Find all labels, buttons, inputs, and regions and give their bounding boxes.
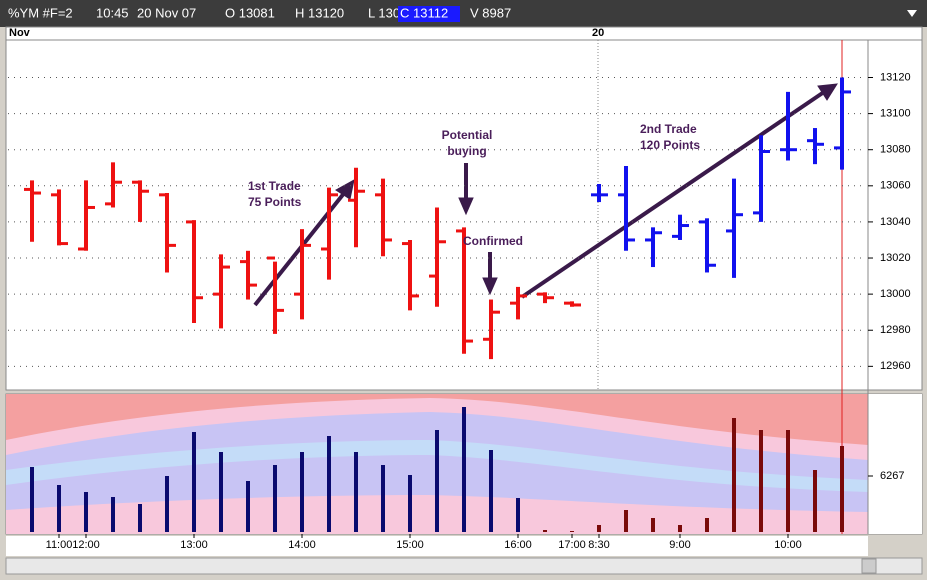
x-tick-label: 13:00 [180, 539, 208, 551]
volume-bar [138, 504, 142, 532]
annotation: Confirmed [463, 234, 523, 248]
annotation: 75 Points [248, 195, 302, 209]
volume-bar [30, 466, 34, 532]
y-tick-label: 13060 [880, 180, 911, 192]
y-tick-label: 12960 [880, 360, 911, 372]
header-field: V 8987 [470, 5, 511, 20]
y-tick-label: 13000 [880, 288, 911, 300]
volume-bar [543, 529, 547, 532]
x-tick-label: 11:00 [46, 539, 73, 551]
volume-bar [759, 429, 763, 532]
volume-bar [273, 465, 277, 532]
volume-bar [570, 530, 574, 532]
menu-arrow[interactable] [907, 10, 917, 17]
volume-bar [219, 451, 223, 532]
y-tick-label: 13080 [880, 144, 911, 156]
y-tick-label: 13040 [880, 216, 911, 228]
x-tick-label: 9:00 [669, 539, 690, 551]
volume-bar [705, 517, 709, 532]
volume-bar [111, 496, 115, 532]
y-tick-label: 13020 [880, 252, 911, 264]
volume-bar [732, 417, 736, 532]
header-field: 20 Nov 07 [137, 5, 196, 20]
volume-bar [786, 429, 790, 532]
x-tick-label: 10:00 [774, 539, 802, 551]
annotation: Potential [442, 128, 493, 142]
header-field: H 13120 [295, 5, 344, 20]
x-tick-label: 16:00 [504, 539, 532, 551]
y-tick-label: 13120 [880, 71, 911, 83]
x-tick-label: 12:00 [72, 539, 100, 551]
annotation: 120 Points [640, 138, 700, 152]
volume-bar [408, 474, 412, 532]
annotation: 1st Trade [248, 179, 301, 193]
volume-bar [354, 451, 358, 532]
x-tick-label: 14:00 [288, 539, 316, 551]
y-tick-label: 12980 [880, 324, 911, 336]
volume-bar [597, 525, 601, 532]
scrollbar[interactable] [5, 557, 923, 575]
volume-bar [192, 432, 196, 532]
volume-bar [381, 465, 385, 532]
header-field: %YM #F=2 [8, 5, 73, 20]
volume-bar [435, 429, 439, 532]
volume-bar [840, 446, 844, 532]
volume-bar [165, 476, 169, 532]
volume-bar [246, 481, 250, 532]
volume-bar [84, 492, 88, 532]
scroll-thumb[interactable] [861, 558, 877, 574]
volume-bar [678, 525, 682, 532]
volume-bar [57, 484, 61, 532]
volume-bar [489, 449, 493, 532]
volume-bar [327, 436, 331, 532]
header-field: C 13112 [400, 5, 448, 20]
x-tick-label: 15:00 [396, 539, 424, 551]
y-tick-label: 13100 [880, 108, 911, 120]
volume-bar [813, 470, 817, 532]
time-axis [6, 536, 868, 556]
header-highlight [398, 6, 460, 22]
date-label: Nov [9, 27, 31, 39]
date-strip [5, 26, 923, 41]
header-field: 10:45 [96, 5, 129, 20]
date-label: 20 [592, 27, 604, 39]
header-field: O 13081 [225, 5, 275, 20]
volume-bar [300, 451, 304, 532]
volume-bar [651, 517, 655, 532]
volume-bar [516, 497, 520, 532]
x-tick-label: 8:30 [588, 539, 609, 551]
annotation: buying [447, 144, 486, 158]
annotation: 2nd Trade [640, 122, 697, 136]
volume-bar [462, 406, 466, 532]
x-tick-label: 17:00 [558, 539, 586, 551]
header-bar [0, 0, 927, 27]
volume-tick-label: 6267 [880, 470, 904, 482]
volume-bar [624, 510, 628, 532]
